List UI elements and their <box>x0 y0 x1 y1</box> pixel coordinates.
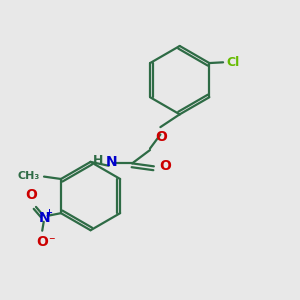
Text: +: + <box>46 208 52 217</box>
Text: H: H <box>93 154 103 167</box>
Text: O: O <box>155 130 167 144</box>
Text: Cl: Cl <box>226 56 240 69</box>
Text: N: N <box>39 211 50 225</box>
Text: CH₃: CH₃ <box>17 171 40 181</box>
Text: O: O <box>26 188 38 202</box>
Text: O: O <box>36 236 48 250</box>
Text: O: O <box>159 159 171 173</box>
Text: ⁻: ⁻ <box>48 236 55 248</box>
Text: N: N <box>105 155 117 170</box>
